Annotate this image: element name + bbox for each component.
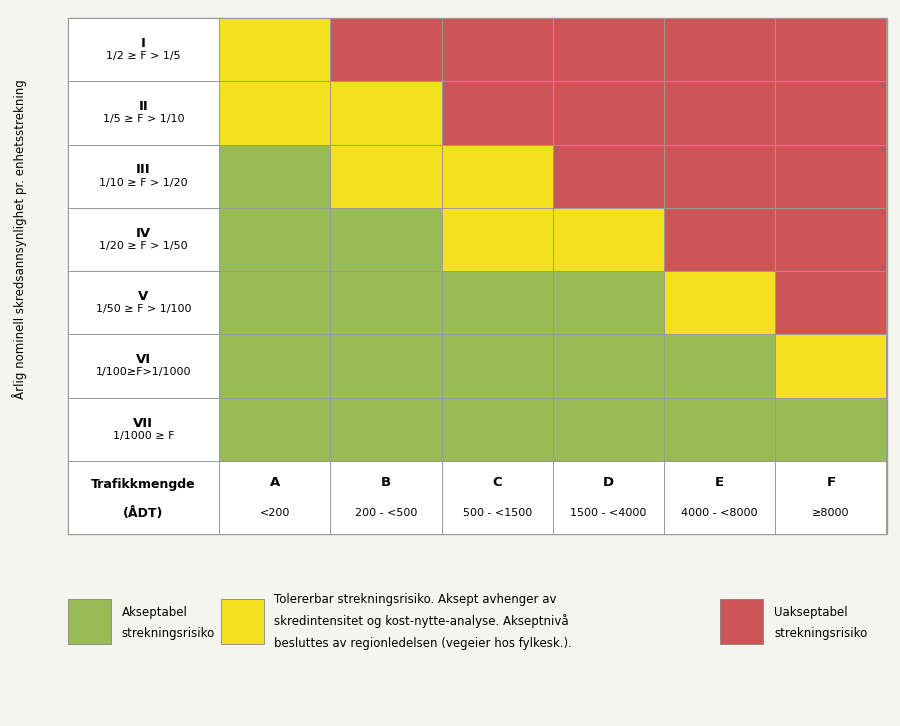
Text: (ÅDT): (ÅDT) xyxy=(123,507,164,520)
Bar xyxy=(442,18,553,81)
Text: D: D xyxy=(603,476,614,489)
Text: Trafikkmengde: Trafikkmengde xyxy=(91,478,195,491)
Bar xyxy=(664,272,775,335)
Bar xyxy=(775,398,886,461)
Text: B: B xyxy=(381,476,391,489)
Bar xyxy=(330,18,442,81)
Text: strekningsrisiko: strekningsrisiko xyxy=(122,627,215,640)
Text: 1500 - <4000: 1500 - <4000 xyxy=(571,508,646,518)
Bar xyxy=(442,398,553,461)
Bar xyxy=(775,461,886,534)
Text: 1/5 ≥ F > 1/10: 1/5 ≥ F > 1/10 xyxy=(103,115,184,124)
Text: Akseptabel: Akseptabel xyxy=(122,606,187,619)
Text: C: C xyxy=(492,476,502,489)
Bar xyxy=(68,18,219,81)
Bar xyxy=(775,81,886,144)
Text: VII: VII xyxy=(133,417,153,430)
Bar xyxy=(219,335,330,398)
Bar xyxy=(775,144,886,208)
Bar xyxy=(775,18,886,81)
Bar xyxy=(68,272,219,335)
Text: A: A xyxy=(269,476,280,489)
Bar xyxy=(775,208,886,272)
Text: besluttes av regionledelsen (vegeier hos fylkesk.).: besluttes av regionledelsen (vegeier hos… xyxy=(274,637,572,650)
Text: V: V xyxy=(138,290,148,303)
Bar xyxy=(219,461,330,534)
Bar xyxy=(553,461,664,534)
Text: VI: VI xyxy=(136,354,151,367)
Bar xyxy=(330,208,442,272)
Bar xyxy=(553,81,664,144)
Bar xyxy=(220,599,264,644)
Text: skredintensitet og kost-nytte-analyse. Akseptnivå: skredintensitet og kost-nytte-analyse. A… xyxy=(274,614,569,629)
Text: 1/50 ≥ F > 1/100: 1/50 ≥ F > 1/100 xyxy=(95,304,191,314)
Text: E: E xyxy=(716,476,724,489)
Text: Tolererbar strekningsrisiko. Aksept avhenger av: Tolererbar strekningsrisiko. Aksept avhe… xyxy=(274,593,557,606)
Text: 1/10 ≥ F > 1/20: 1/10 ≥ F > 1/20 xyxy=(99,178,187,187)
Bar xyxy=(219,208,330,272)
Bar xyxy=(219,144,330,208)
Bar xyxy=(553,144,664,208)
Bar xyxy=(442,81,553,144)
Bar xyxy=(664,208,775,272)
Bar xyxy=(330,335,442,398)
Bar xyxy=(442,144,553,208)
Bar xyxy=(330,272,442,335)
Bar xyxy=(442,208,553,272)
Bar xyxy=(553,335,664,398)
Bar xyxy=(664,18,775,81)
Bar xyxy=(553,272,664,335)
Bar xyxy=(442,461,553,534)
Text: ≥8000: ≥8000 xyxy=(812,508,850,518)
Bar xyxy=(330,81,442,144)
Bar xyxy=(442,335,553,398)
Bar xyxy=(330,461,442,534)
Text: <200: <200 xyxy=(259,508,290,518)
Bar xyxy=(68,144,219,208)
Bar xyxy=(68,461,219,534)
Bar xyxy=(68,81,219,144)
Bar xyxy=(664,398,775,461)
Bar xyxy=(553,208,664,272)
Text: 1/20 ≥ F > 1/50: 1/20 ≥ F > 1/50 xyxy=(99,241,187,251)
Text: 1/1000 ≥ F: 1/1000 ≥ F xyxy=(112,431,174,441)
Bar xyxy=(219,81,330,144)
Bar xyxy=(775,335,886,398)
Bar xyxy=(68,599,111,644)
Bar xyxy=(330,398,442,461)
Text: 4000 - <8000: 4000 - <8000 xyxy=(681,508,758,518)
Bar xyxy=(219,398,330,461)
Bar xyxy=(775,272,886,335)
Bar xyxy=(664,461,775,534)
Text: 200 - <500: 200 - <500 xyxy=(355,508,417,518)
Bar xyxy=(219,272,330,335)
Bar xyxy=(720,599,763,644)
Text: II: II xyxy=(139,100,148,113)
Bar xyxy=(664,335,775,398)
Bar xyxy=(442,272,553,335)
Text: I: I xyxy=(140,37,146,50)
Bar xyxy=(664,81,775,144)
Text: F: F xyxy=(826,476,835,489)
Text: 1/2 ≥ F > 1/5: 1/2 ≥ F > 1/5 xyxy=(106,51,181,61)
Bar xyxy=(219,18,330,81)
Bar xyxy=(68,398,219,461)
Bar xyxy=(68,335,219,398)
Text: strekningsrisiko: strekningsrisiko xyxy=(774,627,868,640)
Bar xyxy=(553,398,664,461)
Bar xyxy=(664,144,775,208)
Text: Uakseptabel: Uakseptabel xyxy=(774,606,848,619)
Text: 500 - <1500: 500 - <1500 xyxy=(463,508,532,518)
Text: IV: IV xyxy=(136,227,151,240)
Text: III: III xyxy=(136,163,150,176)
Bar xyxy=(330,144,442,208)
Text: Årlig nominell skredsannsynlighet pr. enhetsstrekning: Årlig nominell skredsannsynlighet pr. en… xyxy=(13,80,27,399)
Bar xyxy=(68,208,219,272)
Bar xyxy=(68,18,886,534)
Text: 1/100≥F>1/1000: 1/100≥F>1/1000 xyxy=(95,367,191,378)
Bar xyxy=(553,18,664,81)
